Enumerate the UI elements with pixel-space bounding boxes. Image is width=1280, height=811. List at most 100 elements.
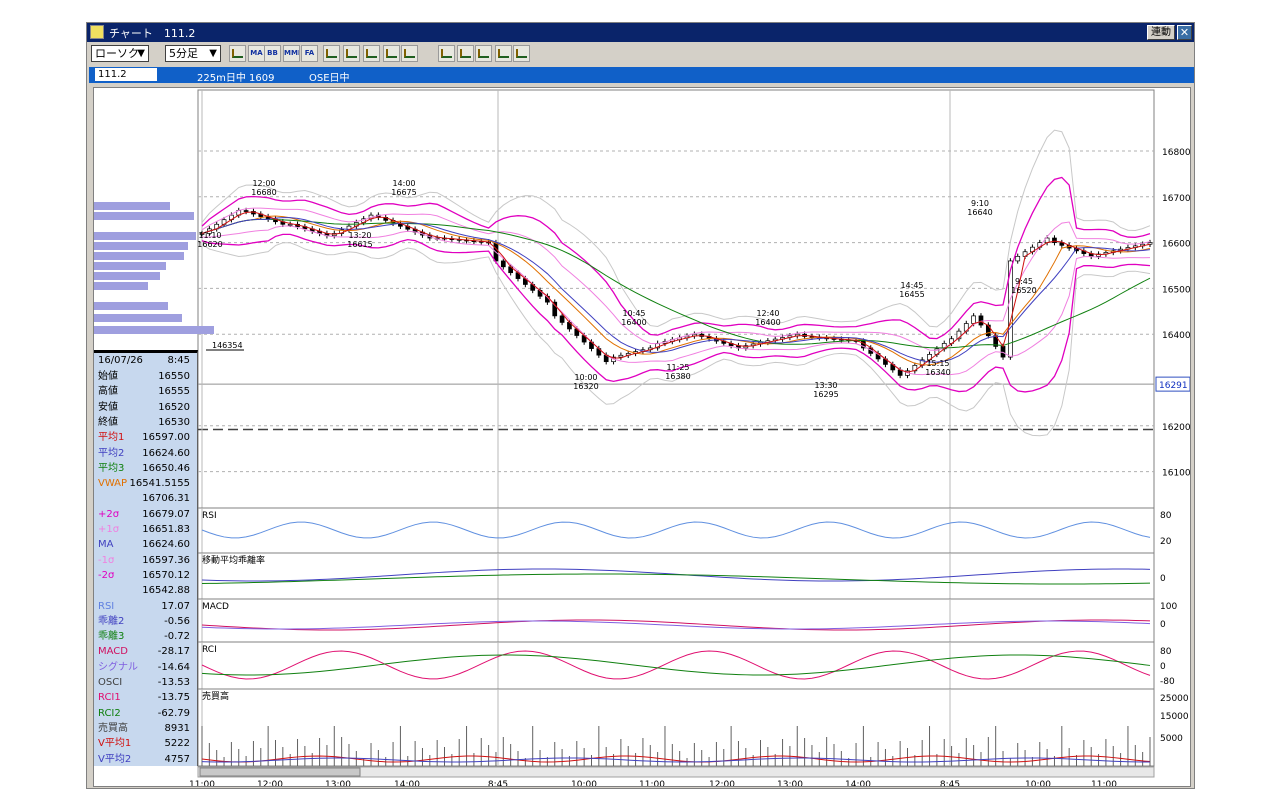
data-row: 平均1 16597.00	[94, 430, 194, 445]
price-annotation-value: 16400	[755, 318, 780, 327]
symbol-code-field[interactable]: 111.2	[95, 68, 157, 81]
data-row: VWAP 16541.5155	[94, 476, 194, 491]
rsi-line	[201, 521, 1151, 539]
candle-body	[1147, 242, 1153, 245]
data-row: 乖離2 -0.56	[94, 614, 194, 629]
price-annotation-time: 11:25	[666, 363, 689, 372]
bollinger-1sigma-upper	[201, 207, 1151, 351]
candle-body	[956, 330, 962, 340]
title-bar[interactable]: チャート 111.2 連動 ✕	[87, 23, 1194, 42]
data-row: 乖離3 -0.72	[94, 629, 194, 644]
data-row-label: 平均1	[98, 432, 125, 444]
chart-type-value: ローソク	[95, 47, 139, 60]
data-row: 平均2 16624.60	[94, 446, 194, 461]
data-date: 16/07/26	[98, 355, 143, 366]
subpanel-title: 売買高	[202, 690, 229, 702]
zoom-icon[interactable]	[383, 45, 400, 62]
subpanel-tick-label: -80	[1160, 677, 1175, 687]
data-row-value: -62.79	[157, 707, 190, 719]
price-annotation-time: 10:45	[622, 309, 645, 318]
mme-icon[interactable]: MME	[283, 45, 300, 62]
moving-average-1	[201, 211, 1151, 373]
price-annotation-value: 16675	[391, 188, 416, 197]
fib-icon[interactable]	[343, 45, 360, 62]
data-row-value: 16555	[158, 386, 190, 398]
close-icon[interactable]: ✕	[1177, 25, 1192, 40]
search-icon[interactable]	[495, 45, 512, 62]
data-row: 終値 16530	[94, 415, 194, 430]
chart-app-icon	[90, 25, 104, 39]
data-row: RCI1 -13.75	[94, 690, 194, 705]
subpanel-title: 移動平均乖離率	[202, 554, 265, 566]
no-draw-icon[interactable]	[513, 45, 530, 62]
volume-profile-bar	[94, 314, 182, 322]
crosshair-icon[interactable]	[229, 45, 246, 62]
eraser-icon[interactable]	[475, 45, 492, 62]
fa-icon[interactable]: FA	[301, 45, 318, 62]
line-icon[interactable]	[323, 45, 340, 62]
price-tick-label: 16700	[1162, 194, 1190, 204]
bollinger-2sigma-lower	[201, 233, 1151, 393]
data-row-value: 16570.12	[142, 569, 190, 581]
horizontal-scrollbar	[197, 766, 1155, 778]
cursor-icon[interactable]	[457, 45, 474, 62]
subpanel-tick-label: 25000	[1160, 694, 1189, 704]
chevron-down-icon: ▼	[209, 48, 217, 59]
subpanel-tick-label: 5000	[1160, 734, 1183, 744]
data-row-value: 16597.36	[142, 554, 190, 566]
data-row: 平均3 16650.46	[94, 461, 194, 476]
time-axis-label: 11:00	[189, 780, 215, 786]
data-row-value: 16530	[158, 416, 190, 428]
link-button[interactable]: 連動	[1147, 25, 1175, 40]
data-row-label: +2σ	[98, 508, 120, 520]
time-axis-label: 13:00	[325, 780, 351, 786]
cross-icon[interactable]	[363, 45, 380, 62]
ma-icon[interactable]: MA	[248, 45, 265, 62]
plot-frame	[197, 89, 1155, 767]
data-row: -1σ 16597.36	[94, 553, 194, 568]
pen-icon[interactable]	[438, 45, 455, 62]
chart-area[interactable]: 16800 16700 16600 16500 16400 16200 16100 16291…	[93, 87, 1191, 787]
bb-icon[interactable]: BB	[264, 45, 281, 62]
data-row-label: V平均1	[98, 738, 132, 750]
subpanel-tick-label: 15000	[1160, 712, 1189, 722]
data-row-label: -1σ	[98, 554, 115, 566]
time-axis-label: 14:00	[394, 780, 420, 786]
chart-canvas[interactable]: 16800 16700 16600 16500 16400 16200 16100 16291…	[94, 88, 1190, 786]
time-axis-label: 14:00	[845, 780, 871, 786]
data-row-value: -13.75	[157, 692, 190, 704]
data-row-label: RSI	[98, 600, 115, 612]
data-row-label: MA	[98, 539, 114, 551]
vwap-line	[201, 215, 1151, 366]
price-annotation-value: 16340	[925, 368, 950, 377]
data-row: シグナル -14.64	[94, 660, 194, 675]
subpanel-tick-label: 80	[1160, 511, 1172, 521]
price-annotation-value: 16680	[251, 188, 276, 197]
data-row-value: 16541.5155	[129, 478, 190, 490]
price-annotation-value: 16640	[967, 208, 992, 217]
macd-line	[201, 619, 1151, 631]
price-annotation-time: 15:15	[926, 359, 949, 368]
price-annotation-value: 16320	[573, 382, 598, 391]
price-annotation-time: 14:00	[392, 179, 415, 188]
data-panel: 16/07/26 8:45 始値 16550 高値 16555 安値 16520 終値 165…	[94, 350, 198, 766]
timeframe-select[interactable]: 5分足 ▼	[165, 45, 221, 62]
price-annotation-value: 16520	[1011, 286, 1036, 295]
table-icon[interactable]	[401, 45, 418, 62]
price-annotation-time: 13:20	[348, 231, 371, 240]
price-annotation-time: 13:30	[814, 381, 837, 390]
current-price-tag-box	[1155, 376, 1190, 392]
data-row: 16542.88	[94, 583, 194, 598]
price-annotation-time: 12:00	[252, 179, 275, 188]
session-label: OSE日中	[309, 73, 350, 84]
time-axis-label: 11:00	[639, 780, 665, 786]
subpanel-title: RCI	[202, 645, 217, 655]
data-row-value: -14.64	[157, 661, 190, 673]
instrument-label: 225m日中 1609	[197, 73, 275, 84]
chart-type-select[interactable]: ローソク ▼	[91, 45, 149, 62]
data-row-value: 16679.07	[142, 508, 190, 520]
data-row: RCI2 -62.79	[94, 706, 194, 721]
volume-profile-bar	[94, 282, 148, 290]
candle-body	[287, 223, 293, 226]
volume-profile-bar	[94, 202, 170, 210]
